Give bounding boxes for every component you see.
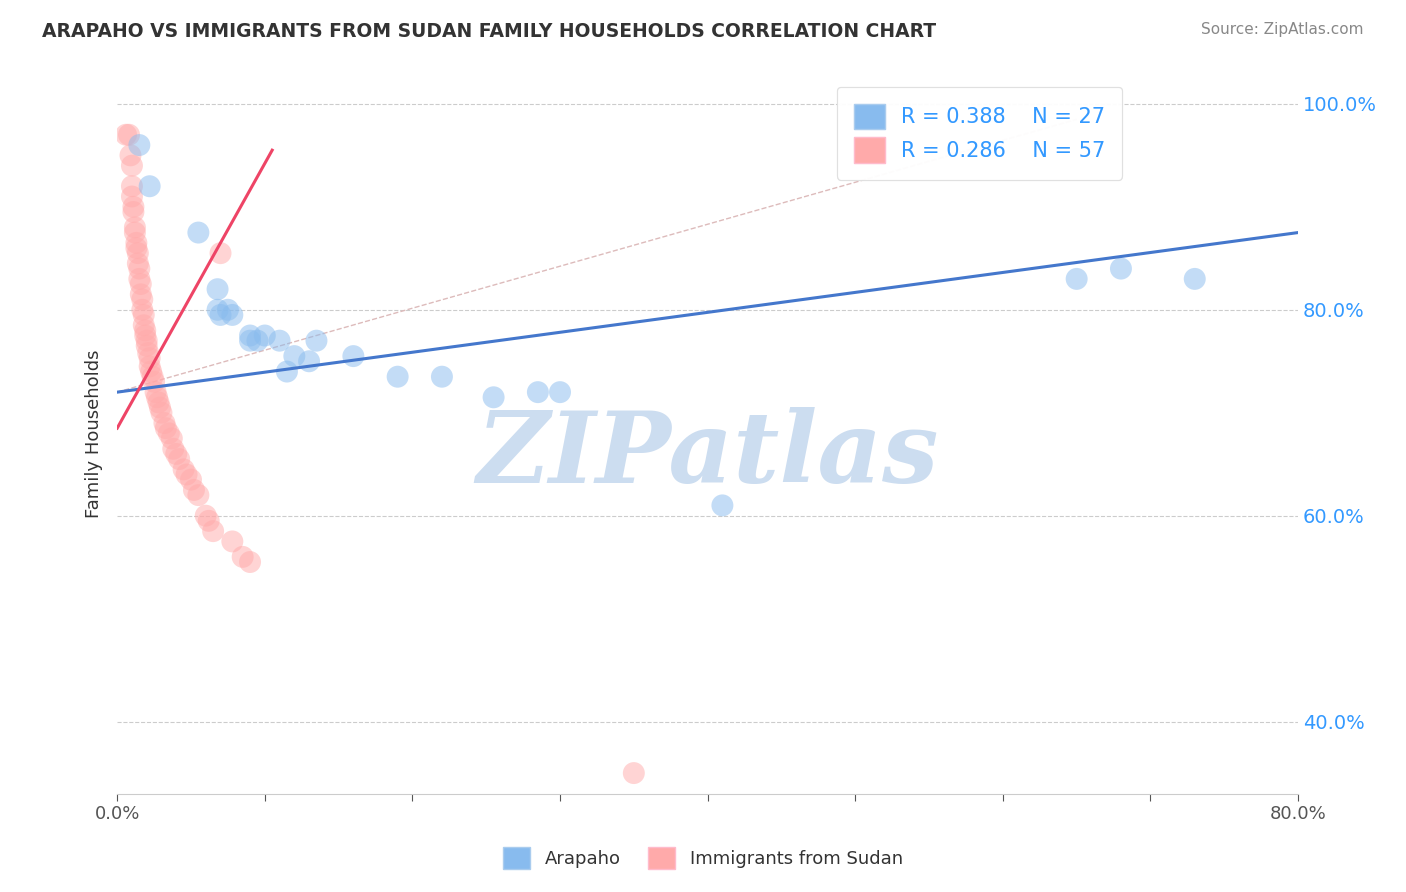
Point bbox=[387, 369, 409, 384]
Point bbox=[121, 179, 143, 194]
Point bbox=[115, 128, 138, 142]
Point bbox=[167, 452, 190, 467]
Point bbox=[711, 499, 734, 513]
Point bbox=[124, 226, 146, 240]
Point bbox=[122, 205, 145, 219]
Point bbox=[221, 308, 243, 322]
Point bbox=[146, 390, 169, 404]
Point bbox=[482, 390, 505, 404]
Point bbox=[125, 241, 148, 255]
Point bbox=[127, 256, 149, 270]
Point bbox=[162, 442, 184, 456]
Point bbox=[128, 261, 150, 276]
Point bbox=[342, 349, 364, 363]
Point bbox=[173, 462, 195, 476]
Point bbox=[125, 235, 148, 250]
Point bbox=[239, 334, 262, 348]
Point bbox=[121, 159, 143, 173]
Point bbox=[148, 395, 170, 409]
Point bbox=[207, 282, 229, 296]
Point bbox=[623, 766, 645, 780]
Point bbox=[165, 447, 187, 461]
Point bbox=[138, 359, 160, 374]
Point bbox=[298, 354, 321, 368]
Point bbox=[149, 401, 172, 415]
Point bbox=[253, 328, 276, 343]
Point bbox=[129, 277, 152, 291]
Point bbox=[155, 421, 177, 435]
Point bbox=[118, 128, 141, 142]
Point bbox=[138, 351, 160, 366]
Legend: Arapaho, Immigrants from Sudan: Arapaho, Immigrants from Sudan bbox=[495, 838, 911, 879]
Point bbox=[202, 524, 225, 538]
Point bbox=[430, 369, 453, 384]
Point bbox=[139, 365, 162, 379]
Point bbox=[269, 334, 291, 348]
Point bbox=[180, 473, 202, 487]
Point bbox=[135, 339, 157, 353]
Point bbox=[217, 302, 239, 317]
Point bbox=[150, 406, 173, 420]
Point bbox=[239, 328, 262, 343]
Point bbox=[142, 369, 165, 384]
Point bbox=[145, 385, 167, 400]
Point bbox=[121, 189, 143, 203]
Point bbox=[134, 328, 156, 343]
Point bbox=[138, 179, 160, 194]
Point bbox=[209, 308, 232, 322]
Point bbox=[1184, 272, 1206, 286]
Point bbox=[160, 432, 183, 446]
Point bbox=[143, 375, 166, 389]
Point bbox=[283, 349, 305, 363]
Text: Source: ZipAtlas.com: Source: ZipAtlas.com bbox=[1201, 22, 1364, 37]
Point bbox=[120, 148, 142, 162]
Point bbox=[232, 549, 254, 564]
Point bbox=[1109, 261, 1132, 276]
Point bbox=[122, 200, 145, 214]
Point bbox=[132, 318, 155, 333]
Legend: R = 0.388    N = 27, R = 0.286    N = 57: R = 0.388 N = 27, R = 0.286 N = 57 bbox=[837, 87, 1122, 179]
Point bbox=[187, 226, 209, 240]
Point bbox=[548, 385, 571, 400]
Point bbox=[221, 534, 243, 549]
Text: ZIPatlas: ZIPatlas bbox=[477, 407, 939, 503]
Point bbox=[194, 508, 217, 523]
Point bbox=[128, 272, 150, 286]
Point bbox=[1066, 272, 1088, 286]
Point bbox=[157, 426, 180, 441]
Point bbox=[197, 514, 219, 528]
Point bbox=[209, 246, 232, 260]
Point bbox=[153, 416, 176, 430]
Point bbox=[136, 346, 159, 360]
Point bbox=[124, 220, 146, 235]
Point bbox=[305, 334, 328, 348]
Point bbox=[176, 467, 198, 482]
Point bbox=[128, 138, 150, 153]
Point bbox=[527, 385, 550, 400]
Point bbox=[131, 293, 153, 307]
Point bbox=[246, 334, 269, 348]
Point bbox=[207, 302, 229, 317]
Point bbox=[129, 287, 152, 301]
Point bbox=[135, 334, 157, 348]
Point bbox=[239, 555, 262, 569]
Text: ARAPAHO VS IMMIGRANTS FROM SUDAN FAMILY HOUSEHOLDS CORRELATION CHART: ARAPAHO VS IMMIGRANTS FROM SUDAN FAMILY … bbox=[42, 22, 936, 41]
Point bbox=[187, 488, 209, 502]
Point bbox=[127, 246, 149, 260]
Point bbox=[134, 323, 156, 337]
Point bbox=[183, 483, 205, 497]
Point bbox=[131, 302, 153, 317]
Point bbox=[276, 365, 298, 379]
Y-axis label: Family Households: Family Households bbox=[86, 349, 103, 517]
Point bbox=[132, 308, 155, 322]
